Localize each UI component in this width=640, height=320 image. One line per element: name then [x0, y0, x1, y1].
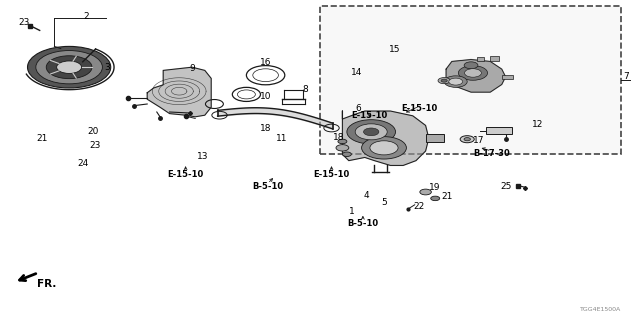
Text: 4: 4 [364, 191, 369, 200]
Circle shape [46, 56, 92, 79]
Circle shape [36, 51, 102, 84]
Circle shape [431, 196, 440, 201]
Text: 21: 21 [441, 192, 452, 201]
Circle shape [370, 141, 398, 155]
Text: 23: 23 [19, 18, 30, 27]
Text: 18: 18 [333, 133, 345, 142]
Circle shape [464, 62, 478, 69]
Polygon shape [342, 111, 429, 165]
Text: 13: 13 [197, 152, 209, 161]
Bar [490, 56, 499, 61]
Circle shape [438, 77, 451, 84]
Circle shape [441, 79, 447, 82]
Text: 7: 7 [623, 72, 628, 81]
Text: 14: 14 [351, 68, 363, 76]
Text: 18: 18 [260, 124, 271, 132]
Text: 5: 5 [381, 198, 387, 207]
Text: 12: 12 [532, 120, 543, 129]
Text: E-15-10: E-15-10 [314, 170, 349, 179]
Circle shape [449, 78, 463, 85]
Text: B-17-30: B-17-30 [473, 149, 510, 158]
Text: 11: 11 [276, 134, 287, 143]
Circle shape [364, 128, 379, 136]
Bar [502, 75, 513, 79]
Polygon shape [147, 67, 211, 117]
Bar [320, 6, 621, 154]
Bar [426, 134, 444, 142]
Text: 24: 24 [77, 159, 89, 168]
Text: 22: 22 [413, 202, 425, 211]
Text: 9: 9 [189, 64, 195, 73]
Text: B-5-10: B-5-10 [348, 220, 378, 228]
Circle shape [336, 145, 349, 151]
Text: E-15-10: E-15-10 [351, 111, 387, 120]
Text: 6: 6 [356, 104, 361, 113]
Text: 3: 3 [105, 63, 110, 72]
Circle shape [465, 69, 481, 77]
Bar [477, 57, 484, 61]
Circle shape [460, 136, 474, 143]
Polygon shape [446, 60, 506, 92]
Text: 17: 17 [473, 136, 484, 145]
Text: FR.: FR. [37, 279, 56, 289]
Text: B-5-10: B-5-10 [252, 182, 283, 191]
Text: 25: 25 [500, 182, 511, 191]
Text: 1: 1 [349, 207, 355, 216]
Text: 23: 23 [89, 141, 100, 150]
Circle shape [355, 124, 387, 140]
Text: 10: 10 [260, 92, 271, 100]
Text: TGG4E1500A: TGG4E1500A [580, 307, 621, 312]
Text: 19: 19 [429, 183, 441, 192]
Bar [486, 127, 512, 134]
Circle shape [28, 46, 111, 88]
Text: 2: 2 [84, 12, 89, 20]
Circle shape [347, 120, 396, 144]
Circle shape [464, 138, 470, 141]
Circle shape [362, 137, 406, 159]
Text: 20: 20 [87, 127, 99, 136]
Circle shape [444, 76, 467, 87]
Text: 16: 16 [260, 58, 271, 67]
Text: E-15-10: E-15-10 [401, 104, 437, 113]
Text: E-15-10: E-15-10 [168, 170, 204, 179]
Circle shape [57, 61, 82, 74]
Text: 8: 8 [303, 85, 308, 94]
Text: 15: 15 [389, 45, 401, 54]
Circle shape [420, 189, 431, 195]
Circle shape [458, 66, 488, 80]
Circle shape [338, 139, 347, 144]
Circle shape [342, 152, 351, 156]
Text: 21: 21 [36, 134, 47, 143]
